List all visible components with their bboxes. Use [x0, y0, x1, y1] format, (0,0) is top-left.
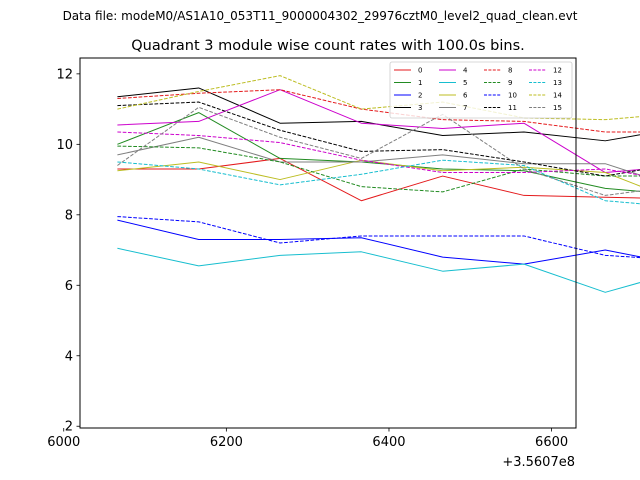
plot-area	[79, 57, 640, 429]
legend-label-0: 0	[418, 67, 422, 75]
x-tick-label: 6000	[47, 435, 80, 450]
y-tick-label: 12	[56, 67, 73, 82]
series-layer	[117, 75, 640, 293]
legend-label-10: 10	[508, 92, 517, 100]
legend-label-14: 14	[553, 92, 562, 100]
legend-label-7: 7	[463, 104, 467, 112]
x-offset-label: +3.5607e8	[502, 455, 575, 470]
y-tick-label: 2	[65, 420, 73, 435]
legend-label-1: 1	[418, 79, 422, 87]
series-line-2	[117, 219, 640, 265]
series-line-11	[117, 101, 640, 177]
legend-label-8: 8	[508, 67, 512, 75]
series-line-12	[117, 131, 640, 176]
legend-label-13: 13	[553, 79, 562, 87]
series-line-13	[117, 159, 640, 205]
x-tick-label: 6600	[535, 435, 568, 450]
series-line-4	[117, 89, 640, 174]
legend-label-5: 5	[463, 79, 467, 87]
y-tick-label: 6	[65, 279, 73, 294]
legend-label-9: 9	[508, 79, 512, 87]
series-line-15	[117, 106, 640, 196]
legend-label-6: 6	[463, 92, 468, 100]
legend-label-3: 3	[418, 104, 422, 112]
y-axis: 2 4 6 8 10 12	[56, 67, 80, 435]
series-line-1	[117, 112, 640, 192]
legend-label-2: 2	[418, 92, 422, 100]
y-tick-label: 8	[65, 208, 73, 223]
legend-label-12: 12	[553, 67, 562, 75]
chart-suptitle: Data file: modeM0/AS1A10_053T11_90000043…	[63, 9, 578, 23]
chart-title: Quadrant 3 module wise count rates with …	[131, 38, 525, 54]
series-line-6	[117, 159, 640, 187]
x-tick-label: 6200	[210, 435, 243, 450]
legend-box	[389, 61, 573, 119]
x-axis: 600062006400660068007000720074007600	[47, 428, 568, 450]
series-line-3	[117, 87, 640, 142]
series-line-14	[117, 75, 640, 121]
series-line-5	[117, 247, 640, 293]
axes-frame	[79, 57, 577, 429]
legend-label-11: 11	[508, 104, 517, 112]
series-line-7	[117, 136, 640, 176]
x-tick-label: 6400	[372, 435, 405, 450]
series-line-10	[117, 216, 640, 259]
legend-label-15: 15	[553, 104, 562, 112]
y-tick-label: 10	[56, 138, 73, 153]
series-line-8	[117, 89, 640, 133]
y-tick-label: 4	[65, 349, 73, 364]
legend-label-4: 4	[463, 67, 468, 75]
series-line-0	[117, 157, 640, 202]
